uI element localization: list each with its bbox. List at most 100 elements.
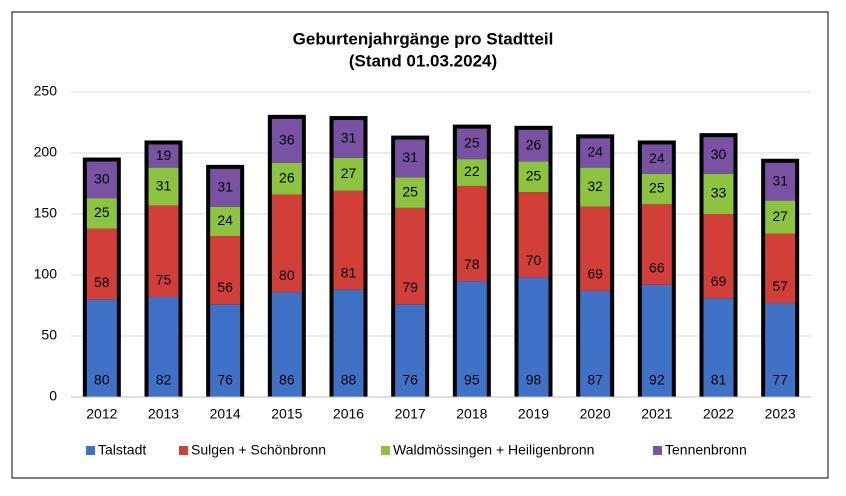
bar-segment [641,284,672,397]
bar-segment [148,167,179,206]
bar-segment [333,289,364,397]
bar-segment [271,162,302,195]
data-label: 66 [649,259,665,275]
data-label: 32 [587,178,603,194]
data-label: 25 [402,183,418,199]
bar-segment [271,118,302,163]
bar-segment [395,139,426,178]
data-label: 78 [464,256,480,272]
data-label: 31 [402,149,418,165]
data-label: 25 [649,180,665,196]
bar-segment [456,159,487,186]
legend-label: Waldmössingen + Heiligenbronn [393,442,594,458]
bar-segment [333,190,364,290]
bar-segment [641,144,672,174]
data-label: 25 [526,167,542,183]
bar-segment [148,205,179,297]
y-tick-label: 50 [41,327,57,343]
bar-segment [210,235,241,305]
bar-segment [271,194,302,293]
bar-segment [86,198,117,229]
data-label: 81 [341,264,357,280]
data-label: 58 [94,274,110,290]
legend-marker [179,446,188,455]
bar-segment [210,168,241,207]
bar-segment [86,161,117,199]
data-label: 92 [649,372,665,388]
x-tick-label: 2014 [210,406,241,422]
data-label: 56 [217,279,233,295]
data-label: 70 [526,252,542,268]
data-label: 86 [279,372,295,388]
x-tick-label: 2013 [148,406,179,422]
legend-marker [381,446,390,455]
bar-segment [703,137,734,174]
y-tick-label: 250 [34,83,58,99]
legend-label: Talstadt [98,442,146,458]
data-label: 22 [464,163,480,179]
data-label: 33 [711,185,727,201]
x-tick-label: 2019 [518,406,549,422]
data-label: 36 [279,132,295,148]
bar-segment [333,120,364,158]
data-label: 95 [464,372,480,388]
data-label: 26 [279,169,295,185]
x-tick-label: 2022 [703,406,734,422]
bar-segment [580,167,611,207]
bar-segment [210,206,241,236]
bar-segment [641,173,672,205]
y-tick-label: 150 [34,205,58,221]
bar-segment [456,128,487,160]
bar-segment [86,228,117,300]
bar-segment [703,298,734,397]
data-label: 24 [217,212,233,228]
data-label: 79 [402,279,418,295]
x-tick-label: 2018 [456,406,487,422]
legend-marker [653,446,662,455]
data-label: 31 [156,177,172,193]
legend-label: Tennenbronn [665,442,747,458]
data-label: 24 [587,144,603,160]
legend-label: Sulgen + Schönbronn [191,442,326,458]
data-label: 81 [711,372,727,388]
data-label: 76 [217,372,233,388]
bar-segment [395,304,426,397]
y-tick-label: 0 [49,388,57,404]
chart-title: Geburtenjahrgänge pro Stadtteil [293,29,554,48]
bar-segment [518,192,549,278]
bar-segment [580,138,611,168]
bar-segment [395,177,426,208]
bar-segment [271,292,302,397]
bar-segment [703,173,734,214]
data-label: 80 [279,267,295,283]
x-tick-label: 2021 [641,406,672,422]
data-label: 31 [772,172,788,188]
data-label: 77 [772,372,788,388]
bar-segment [580,290,611,397]
bar-segment [456,185,487,282]
bar-segment [86,299,117,397]
bar-segment [210,304,241,397]
x-tick-label: 2020 [580,406,611,422]
data-label: 30 [94,171,110,187]
x-tick-label: 2023 [765,406,796,422]
data-label: 24 [649,150,665,166]
bar-segment [148,296,179,397]
data-label: 82 [156,372,172,388]
data-label: 80 [94,372,110,388]
bar-segment [518,277,549,397]
data-label: 27 [341,165,357,181]
legend-marker [86,446,95,455]
bar-segment [765,200,796,234]
bar-segment [518,161,549,193]
data-label: 88 [341,372,357,388]
y-tick-label: 200 [34,144,58,160]
bar-segment [456,281,487,397]
data-label: 30 [711,146,727,162]
data-label: 25 [94,204,110,220]
bar-segment [148,144,179,168]
data-label: 75 [156,272,172,288]
data-label: 76 [402,372,418,388]
data-label: 98 [526,372,542,388]
